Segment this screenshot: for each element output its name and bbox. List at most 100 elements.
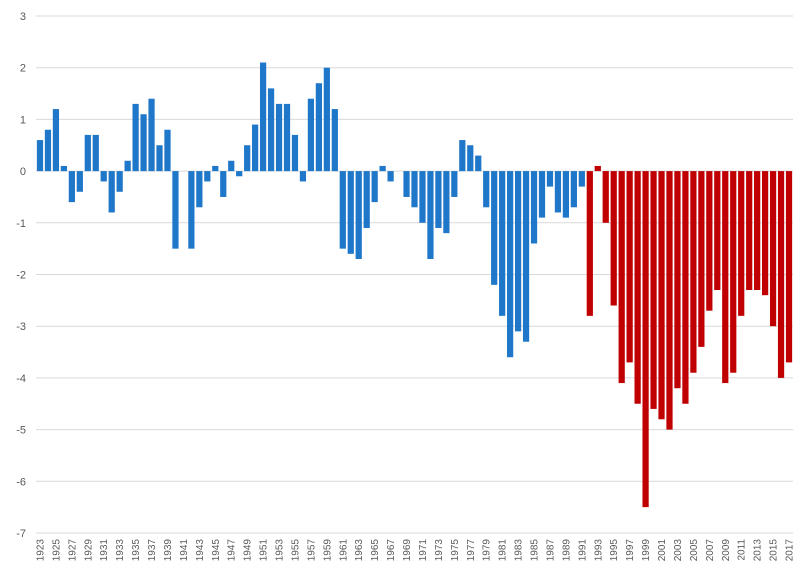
x-tick-label: 2009	[721, 539, 732, 562]
bar-1979	[483, 171, 490, 208]
bar-1953	[275, 103, 283, 172]
bar-1972	[427, 171, 434, 259]
bar-2003	[674, 171, 681, 389]
y-tick-label: -5	[16, 425, 26, 437]
bar-1925	[52, 109, 60, 172]
bar-1923	[36, 140, 44, 172]
bar-1983	[514, 171, 522, 332]
bar-2008	[714, 171, 721, 291]
bar-1943	[196, 171, 203, 208]
bar-2014	[762, 171, 769, 296]
x-tick-label: 1959	[322, 539, 333, 562]
bar-1971	[419, 171, 426, 223]
bar-1970	[411, 171, 418, 208]
bar-1949	[244, 145, 251, 172]
bar-1990	[570, 171, 577, 208]
y-tick-label: -6	[16, 476, 26, 488]
x-tick-label: 2005	[689, 539, 700, 562]
x-tick-label: 1989	[561, 539, 572, 562]
bar-1938	[156, 145, 163, 172]
bar-1934	[124, 160, 131, 172]
bar-1927	[68, 171, 75, 203]
x-tick-label: 1949	[243, 539, 254, 562]
x-tick-label: 2013	[753, 539, 764, 562]
bar-2015	[769, 171, 777, 327]
bar-1963	[355, 171, 362, 259]
bar-1991	[578, 171, 585, 187]
bar-1969	[403, 171, 410, 197]
bar-2007	[706, 171, 713, 311]
bar-1960	[331, 109, 338, 172]
x-tick-label: 1935	[131, 539, 142, 562]
x-tick-label: 1945	[211, 539, 222, 562]
bar-2004	[682, 171, 689, 404]
bar-2017	[785, 171, 793, 363]
x-tick-label: 1943	[195, 539, 206, 562]
bar-1931	[100, 171, 107, 182]
bar-1926	[60, 165, 67, 172]
x-tick-label: 2017	[785, 539, 796, 562]
x-tick-label: 1987	[545, 539, 556, 562]
x-tick-label: 1933	[115, 539, 126, 562]
bar-1961	[339, 171, 346, 249]
bar-1994	[602, 171, 609, 223]
x-tick-label: 1953	[275, 539, 286, 562]
x-tick-label: 1947	[227, 539, 238, 562]
bar-1947	[228, 160, 235, 172]
x-tick-label: 1991	[577, 539, 588, 562]
bar-1935	[132, 103, 139, 172]
x-axis: 1923 1925 1927 1929 1931 1933 1935 1937 1939 1941…	[35, 539, 795, 562]
bar-1930	[92, 134, 99, 172]
bar-1929	[84, 134, 91, 172]
bar-1998	[634, 171, 641, 404]
bar-1995	[610, 171, 617, 306]
bar-1939	[164, 129, 171, 172]
bar-1988	[554, 171, 562, 213]
bar-1973	[435, 171, 442, 228]
bar-1946	[220, 171, 227, 197]
bar-1942	[188, 171, 195, 249]
bar-1951	[259, 62, 267, 172]
bar-1932	[108, 171, 115, 213]
bar-2016	[777, 171, 785, 378]
bar-1955	[291, 134, 299, 172]
y-tick-label: -2	[16, 270, 26, 282]
bar-2012	[746, 171, 753, 291]
x-tick-label: 1983	[514, 539, 525, 562]
x-tick-label: 2015	[769, 539, 780, 562]
x-tick-label: 1941	[179, 539, 190, 562]
x-tick-label: 1963	[354, 539, 365, 562]
bar-2000	[650, 171, 657, 409]
bar-1957	[307, 98, 315, 172]
x-tick-label: 1923	[35, 539, 46, 562]
bar-2011	[738, 171, 745, 316]
bar-1965	[371, 171, 378, 203]
x-tick-label: 1971	[418, 539, 429, 562]
bar-1986	[538, 171, 546, 218]
bar-1984	[522, 171, 530, 342]
bar-1964	[363, 171, 370, 228]
x-tick-label: 1937	[147, 539, 158, 562]
x-tick-label: 1939	[163, 539, 174, 562]
bar-1982	[507, 171, 514, 358]
bar-1977	[467, 145, 474, 172]
y-tick-label: 0	[20, 166, 26, 178]
x-tick-label: 1981	[498, 539, 509, 562]
y-axis: 3 2 1 0 -1 -2 -3 -4 -5 -6 -7	[16, 11, 26, 540]
bar-1956	[299, 171, 307, 182]
bar-1985	[530, 171, 538, 244]
x-tick-label: 1993	[593, 539, 604, 562]
bar-1997	[626, 171, 633, 363]
y-tick-label: 3	[20, 11, 26, 23]
y-tick-label: 2	[20, 63, 26, 75]
x-tick-label: 2003	[673, 539, 684, 562]
bar-2010	[730, 171, 737, 373]
bar-1924	[44, 129, 52, 172]
bar-1981	[499, 171, 506, 316]
x-tick-label: 1995	[609, 539, 620, 562]
x-tick-label: 1951	[259, 539, 270, 562]
x-tick-label: 2001	[657, 539, 668, 562]
bar-1937	[148, 98, 155, 172]
bars	[36, 62, 793, 508]
